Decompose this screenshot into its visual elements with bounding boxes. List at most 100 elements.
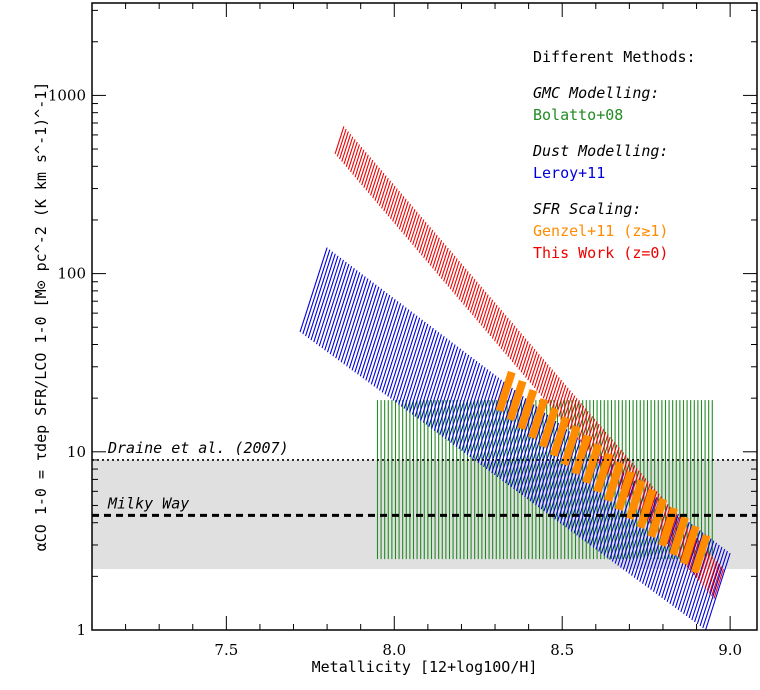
series-this-work-hatch-line	[620, 460, 631, 490]
series-this-work-hatch-line	[609, 447, 620, 477]
series-this-work-hatch-line	[680, 529, 691, 560]
series-this-work-hatch-line	[547, 374, 558, 404]
series-leroy11-hatch-line	[326, 268, 355, 353]
series-leroy11-hatch-line	[411, 332, 440, 415]
series-leroy11-hatch-line	[598, 472, 625, 552]
series-this-work-hatch-line	[343, 136, 354, 165]
series-this-work-hatch-line	[529, 353, 540, 383]
series-leroy11-hatch-line	[696, 546, 723, 625]
series-leroy11-hatch-line	[655, 515, 682, 594]
series-this-work-hatch-line	[500, 320, 511, 350]
series-leroy11-hatch-line	[562, 445, 590, 526]
series-this-work-hatch-line	[403, 206, 414, 235]
series-this-work-hatch-line	[425, 232, 436, 261]
series-this-work-hatch-line	[438, 247, 449, 277]
series-this-work-hatch-line	[567, 397, 578, 428]
series-this-work-hatch-line	[711, 566, 722, 597]
series-this-work-hatch-line	[469, 284, 480, 313]
series-leroy11-hatch-line	[554, 439, 581, 520]
series-this-work-hatch-line	[352, 146, 363, 175]
series-this-work-hatch-line	[638, 480, 649, 511]
series-leroy11-hatch-line	[543, 431, 570, 512]
series-leroy11-hatch-line	[652, 513, 679, 592]
series-this-work-hatch-line	[378, 177, 389, 207]
series-this-work-hatch-line	[449, 260, 460, 290]
series-leroy11-hatch-line	[400, 323, 429, 407]
plot-frame	[91, 2, 758, 631]
series-leroy11-hatch-line	[521, 414, 549, 496]
series-genzel11-hatch-line	[560, 425, 581, 466]
series-this-work-hatch-line	[447, 258, 458, 287]
series-this-work-hatch-line	[658, 504, 669, 534]
series-this-work-hatch-line	[598, 434, 609, 464]
series-this-work-hatch-line	[689, 540, 700, 571]
series-leroy11-hatch-line	[472, 377, 500, 460]
legend-group-heading: SFR Scaling:	[533, 200, 641, 218]
series-this-work-hatch-line	[374, 172, 385, 201]
series-this-work-hatch-line	[345, 139, 356, 168]
series-this-work-hatch-line	[525, 348, 536, 378]
series-genzel11-hatch-line	[647, 497, 668, 538]
series-this-work-hatch-line	[538, 364, 549, 394]
series-leroy11-hatch-line	[321, 263, 350, 349]
series-this-work-hatch-line	[392, 193, 403, 222]
series-this-work-hatch-line	[398, 201, 409, 230]
series-genzel11-hatch-line	[614, 470, 635, 511]
y-axis: 1 10 100 1000	[48, 9, 757, 639]
series-genzel11-hatch-line	[506, 379, 527, 421]
series-leroy11-hatch-line	[409, 329, 437, 413]
series-leroy11-hatch-line	[450, 360, 478, 443]
series-this-work-hatch-line	[533, 359, 545, 389]
series-this-work-hatch-line	[556, 385, 567, 415]
series-leroy11-hatch-line	[499, 398, 527, 480]
series-this-work-hatch-line	[465, 278, 476, 308]
series-this-work-hatch-line	[434, 242, 445, 272]
series-this-work-hatch-line	[649, 493, 660, 524]
series-this-work-hatch-line	[514, 335, 525, 365]
series-this-work-hatch-line	[381, 180, 392, 209]
series-genzel11-hatch-line	[680, 525, 700, 565]
series-this-work-hatch-line	[436, 245, 447, 274]
series-this-work-hatch-line	[551, 379, 562, 409]
series-this-work-hatch-line	[578, 410, 589, 441]
series-leroy11-hatch-line	[370, 301, 399, 385]
series-this-work-hatch-line	[387, 188, 398, 217]
x-axis: 7.5 8.0 8.5 9.0	[91, 3, 742, 659]
series-this-work-hatch-line	[618, 457, 629, 487]
series-this-work-hatch-line	[666, 514, 678, 545]
series-this-work	[334, 126, 724, 599]
series-this-work-hatch-line	[467, 281, 478, 311]
series-leroy11-hatch-line	[532, 422, 560, 504]
x-tick-label: 8.0	[382, 641, 406, 659]
series-this-work-hatch-line	[414, 219, 425, 248]
series-leroy11-hatch-line	[461, 369, 489, 451]
series-leroy11-hatch-line	[417, 336, 445, 419]
series-this-work-hatch-line	[545, 372, 556, 402]
y-tick-label: 100	[57, 265, 86, 283]
x-axis-label: Metallicity [12+log10O/H]	[312, 658, 538, 676]
draine-label: Draine et al. (2007)	[107, 439, 289, 457]
y-tick-label: 1	[76, 621, 86, 639]
series-leroy11-hatch-line	[406, 327, 434, 411]
legend-group-heading: GMC Modelling:	[533, 84, 659, 102]
series-this-work-hatch-line	[518, 341, 529, 370]
series-this-work-hatch-line	[562, 392, 574, 422]
series-this-work-hatch-line	[480, 297, 491, 326]
series-leroy11-hatch-line	[302, 249, 331, 335]
series-leroy11-hatch-line	[488, 389, 516, 472]
series-this-work-hatch-line	[383, 183, 394, 212]
series-leroy11-hatch-line	[455, 365, 483, 447]
series-leroy11-hatch-line	[565, 447, 592, 528]
series-leroy11-hatch-line	[587, 464, 614, 544]
milky-way-label: Milky Way	[107, 494, 189, 512]
series-this-work-hatch-line	[527, 351, 538, 381]
series-this-work-hatch-line	[416, 221, 427, 251]
series-leroy11-hatch-line	[518, 412, 546, 494]
series-this-work-hatch-line	[463, 276, 474, 305]
series-this-work-hatch-line	[498, 317, 509, 347]
x-tick-label: 8.5	[550, 641, 574, 659]
series-this-work-hatch-line	[509, 330, 520, 360]
series-this-work-hatch-line	[627, 467, 638, 498]
series-leroy11-hatch-line	[348, 284, 377, 369]
series-leroy11-hatch-line	[551, 437, 579, 518]
